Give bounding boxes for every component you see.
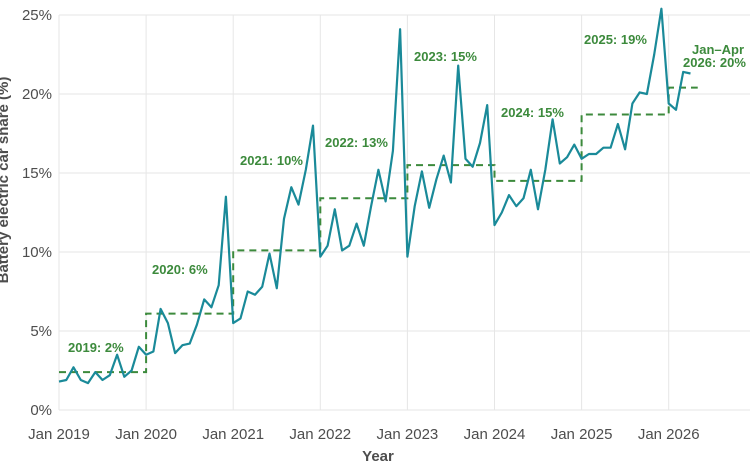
y-axis-title: Battery electric car share (%): [0, 77, 12, 284]
x-tick-label: Jan 2023: [377, 426, 439, 443]
y-tick-label: 25%: [22, 7, 52, 24]
y-axis-ticks: 0% 5% 10% 15% 20% 25%: [22, 7, 52, 419]
annual-label: 2023: 15%: [414, 49, 477, 64]
x-axis-ticks: Jan 2019 Jan 2020 Jan 2021 Jan 2022 Jan 2023…: [28, 426, 699, 443]
x-tick-label: Jan 2025: [551, 426, 613, 443]
annual-label: 2021: 10%: [240, 153, 303, 168]
x-tick-label: Jan 2026: [638, 426, 700, 443]
x-axis-title: Year: [362, 448, 394, 465]
annual-labels: 2019: 2% 2020: 6% 2021: 10% 2022: 13% 2023: …: [68, 32, 746, 355]
annual-average-steps: [59, 86, 698, 374]
annual-label: 2020: 6%: [152, 262, 208, 277]
annual-label: 2022: 13%: [325, 135, 388, 150]
gridlines: [58, 14, 750, 411]
annual-average-step-line: [59, 86, 698, 374]
annual-label: 2019: 2%: [68, 340, 124, 355]
y-tick-label: 15%: [22, 165, 52, 182]
x-tick-label: Jan 2022: [289, 426, 351, 443]
y-tick-label: 5%: [30, 323, 52, 340]
x-tick-label: Jan 2020: [115, 426, 177, 443]
annual-label: 2024: 15%: [501, 105, 564, 120]
monthly-share-line: [58, 7, 691, 385]
y-tick-label: 10%: [22, 244, 52, 261]
y-tick-label: 0%: [30, 402, 52, 419]
x-tick-label: Jan 2024: [464, 426, 526, 443]
monthly-share-line-group: [58, 7, 691, 385]
annual-label: 2026: 20%: [683, 55, 746, 70]
x-tick-label: Jan 2019: [28, 426, 90, 443]
x-tick-label: Jan 2021: [202, 426, 264, 443]
annual-label-prefix: Jan–Apr: [692, 42, 744, 57]
annual-label: 2025: 19%: [584, 32, 647, 47]
y-tick-label: 20%: [22, 86, 52, 103]
